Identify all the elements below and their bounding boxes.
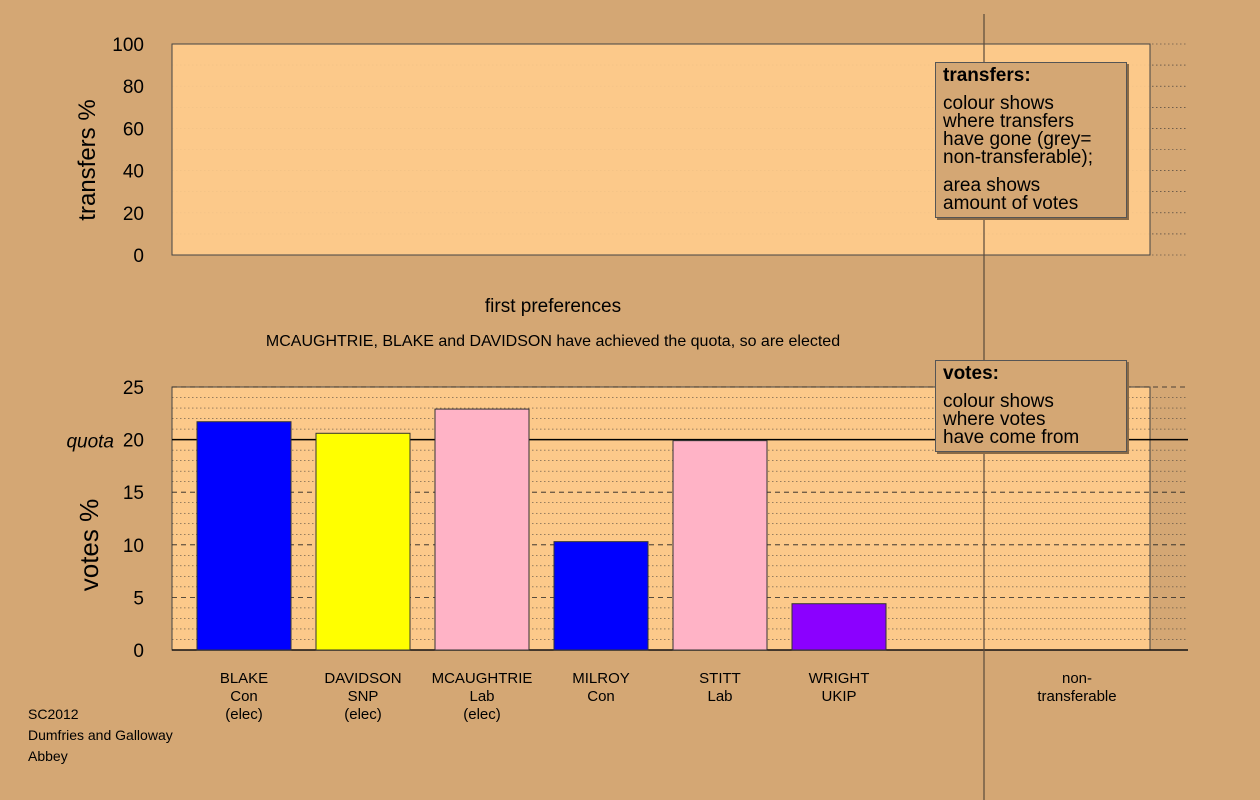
votes-bar	[672, 440, 768, 651]
candidate-label: Lab	[469, 688, 494, 705]
candidate-label: Con	[587, 688, 615, 705]
footer-line: SC2012	[28, 706, 79, 722]
transfers-y-tick-label: 100	[112, 35, 144, 56]
votes-y-tick-label: 0	[133, 641, 144, 662]
chart-title: MCAUGHTRIE, BLAKE and DAVIDSON have achi…	[266, 333, 840, 350]
votes-bars	[196, 408, 887, 651]
votes-bar	[553, 541, 649, 651]
votes-y-tick-label: 20	[123, 431, 144, 452]
transfers-x-axis-label: first preferences	[485, 296, 621, 317]
candidate-label: STITT	[699, 670, 741, 687]
candidate-label: (elec)	[225, 706, 263, 723]
votes-legend-title: votes:	[943, 363, 999, 384]
votes-y-tick-label: 25	[123, 378, 144, 399]
candidate-label: BLAKE	[220, 670, 268, 687]
transfers-legend-line: colour shows	[943, 93, 1054, 114]
votes-bar	[315, 432, 411, 651]
candidate-label: (elec)	[463, 706, 501, 723]
non-transferable-label-line: non-	[1062, 670, 1092, 687]
transfers-y-ticks: 0 20 40 60 80 100	[112, 35, 144, 267]
candidate-label: Lab	[707, 688, 732, 705]
votes-y-tick-label: 15	[123, 483, 144, 504]
candidate-label: (elec)	[344, 706, 382, 723]
transfers-legend: transfers: colour shows where transfers …	[935, 62, 1127, 218]
transfers-legend-line: where transfers	[943, 111, 1074, 132]
votes-bar	[196, 421, 292, 651]
votes-legend-line: have come from	[943, 427, 1080, 448]
transfers-legend-title: transfers:	[943, 65, 1031, 86]
votes-legend: votes: colour shows where votes have com…	[935, 360, 1127, 452]
votes-y-tick-label: 10	[123, 536, 144, 557]
transfers-legend-line: non-transferable);	[943, 147, 1093, 168]
votes-legend-line: colour shows	[943, 391, 1054, 412]
transfers-y-tick-label: 20	[123, 204, 144, 225]
transfers-legend-line: area shows	[943, 175, 1041, 196]
votes-y-tick-label: 5	[133, 588, 144, 609]
transfers-y-tick-label: 40	[123, 162, 144, 183]
votes-y-ticks: 0 5 10 15 20 25	[123, 378, 144, 662]
votes-bar	[434, 408, 530, 651]
footer-line: Dumfries and Galloway	[28, 727, 173, 743]
candidate-label: SNP	[348, 688, 379, 705]
candidate-label: Con	[230, 688, 258, 705]
footer-notes: SC2012 Dumfries and Galloway Abbey	[28, 704, 173, 767]
candidate-label: UKIP	[821, 688, 856, 705]
non-transferable-label: non-transferable	[1037, 670, 1116, 705]
candidate-label: MCAUGHTRIE	[432, 670, 533, 687]
transfers-legend-line: have gone (grey=	[943, 129, 1092, 150]
transfers-y-axis-label: transfers %	[74, 99, 101, 220]
votes-bar	[791, 603, 887, 651]
transfers-legend-line: amount of votes	[943, 193, 1079, 214]
quota-label: quota	[66, 432, 114, 453]
candidate-label: MILROY	[572, 670, 630, 687]
transfers-y-tick-label: 0	[133, 246, 144, 267]
candidate-label: DAVIDSON	[324, 670, 401, 687]
transfers-y-tick-label: 60	[123, 119, 144, 140]
transfers-y-tick-label: 80	[123, 77, 144, 98]
candidate-labels: BLAKECon(elec)DAVIDSONSNP(elec)MCAUGHTRI…	[220, 670, 870, 723]
votes-y-axis-label: votes %	[74, 499, 104, 592]
candidate-label: WRIGHT	[809, 670, 870, 687]
non-transferable-label-line: transferable	[1037, 688, 1116, 705]
votes-legend-line: where votes	[943, 409, 1046, 430]
footer-line: Abbey	[28, 748, 68, 764]
